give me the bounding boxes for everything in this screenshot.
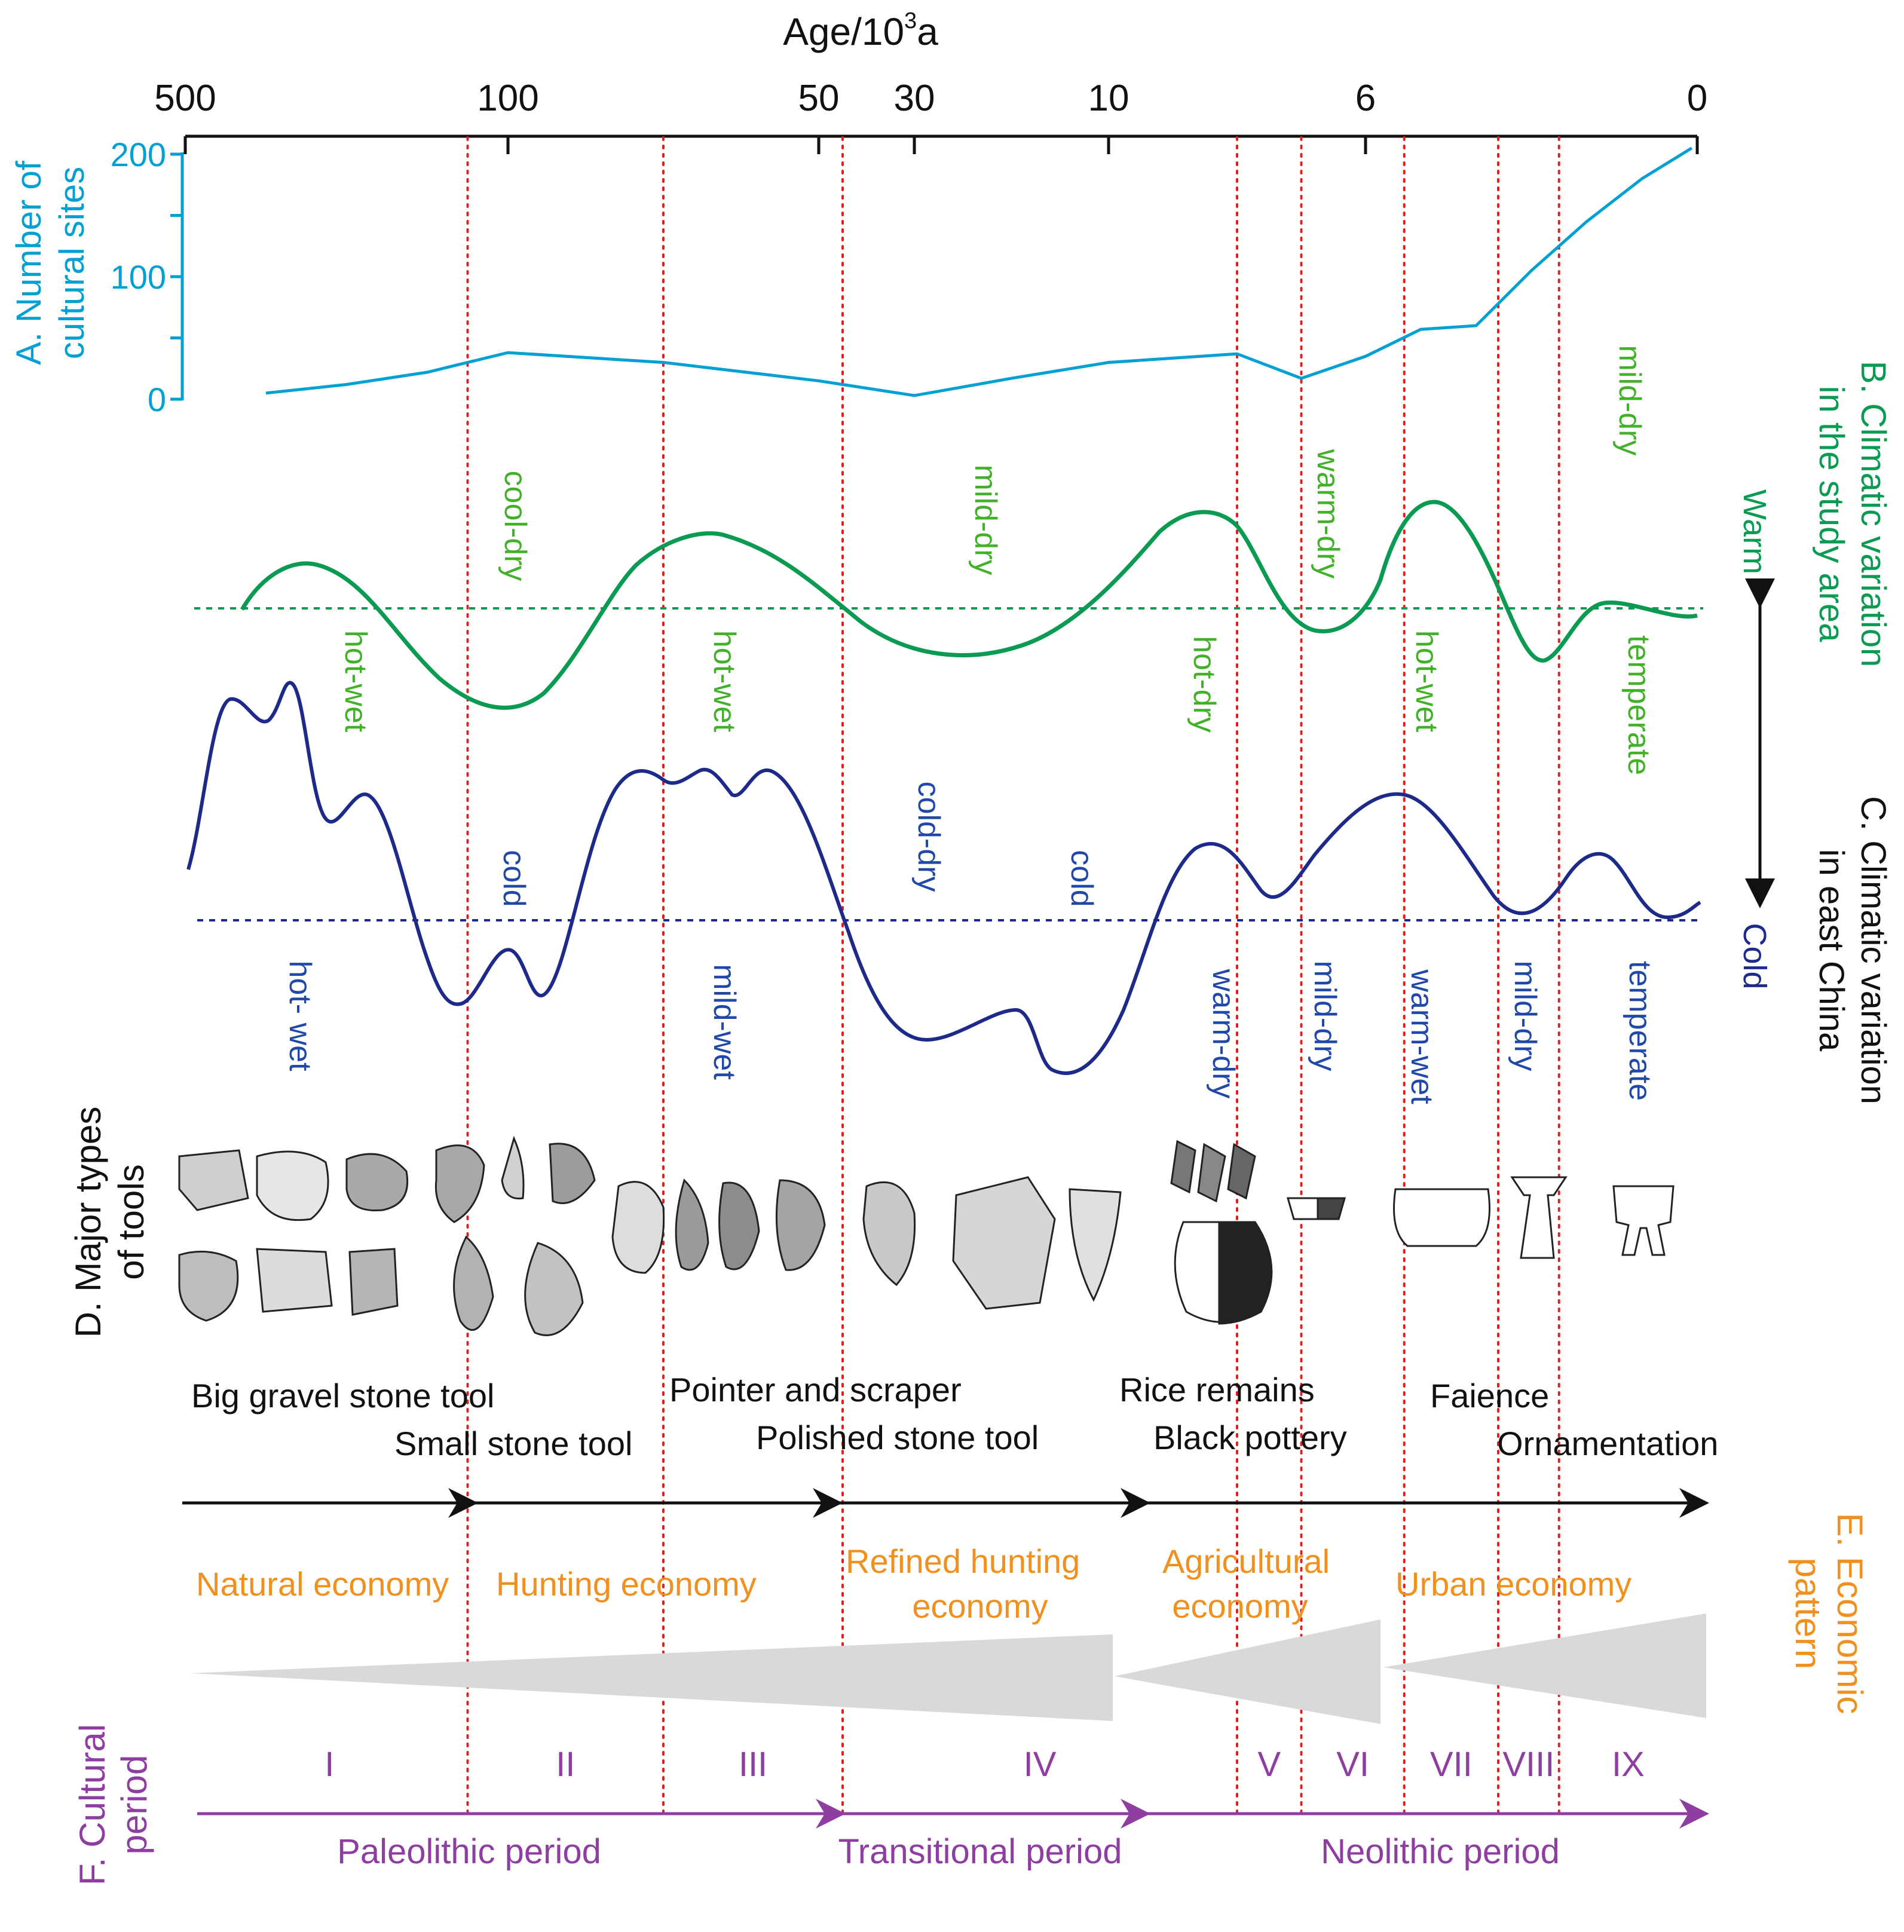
period-numeral-V: V bbox=[1257, 1745, 1281, 1784]
tool-ornamentation: Ornamentation bbox=[1497, 1425, 1718, 1462]
small-stone-tool-icon bbox=[434, 1135, 596, 1336]
panel-c: C. Climatic variation in east China cold… bbox=[186, 681, 1893, 1104]
panel-c-label-temperate: temperate bbox=[1623, 961, 1657, 1101]
panel-a-y-ticks: 200 100 0 bbox=[111, 136, 182, 418]
panel-c-label-cold-1: cold bbox=[497, 850, 531, 907]
warm-cold-axis: Warm Cold bbox=[1737, 489, 1775, 990]
top-tick-label-6: 6 bbox=[1355, 78, 1376, 119]
panel-c-label-hot-wet: hot- wet bbox=[283, 961, 317, 1072]
top-tick-label-10: 10 bbox=[1088, 78, 1129, 119]
panel-b-label-warm-dry: warm-dry bbox=[1311, 449, 1345, 579]
panel-b-label-mild-dry-1: mild-dry bbox=[968, 465, 1003, 575]
tool-faience: Faience bbox=[1430, 1377, 1549, 1414]
period-boundaries bbox=[466, 136, 1560, 1815]
panel-f-title-line2: period bbox=[114, 1755, 154, 1855]
wedge-urban bbox=[1383, 1613, 1706, 1718]
economy-wedges bbox=[191, 1613, 1706, 1724]
period-numeral-II: II bbox=[556, 1745, 575, 1784]
panel-b-climate-curve bbox=[240, 500, 1698, 710]
panel-a-title-line1: A. Number of bbox=[10, 160, 48, 365]
economy-urban: Urban economy bbox=[1395, 1565, 1631, 1603]
top-tick-label-30: 30 bbox=[894, 78, 935, 119]
top-tick-label-500: 500 bbox=[154, 78, 216, 119]
tool-rice-remains: Rice remains bbox=[1119, 1371, 1315, 1409]
tool-pointer-and-scraper: Pointer and scraper bbox=[669, 1371, 962, 1409]
pointer-and-scraper-icon bbox=[611, 1178, 826, 1274]
period-numeral-VIII: VIII bbox=[1502, 1745, 1554, 1784]
period-paleolithic: Paleolithic period bbox=[337, 1832, 601, 1871]
wedge-agricultural bbox=[1115, 1619, 1380, 1724]
panel-f: F. Cultural period I II III IV V VI VII VIII IX … bbox=[72, 1724, 1709, 1885]
panel-a-title-line2: cultural sites bbox=[53, 167, 91, 359]
panel-f-title-line1: F. Cultural bbox=[72, 1724, 112, 1885]
panel-e-title-line2: pattern bbox=[1788, 1558, 1828, 1670]
panel-d-title-line1: D. Major types bbox=[68, 1107, 108, 1338]
panel-c-label-warm-wet: warm-wet bbox=[1404, 969, 1439, 1104]
tool-black-pottery: Black pottery bbox=[1153, 1419, 1347, 1456]
period-numeral-IV: IV bbox=[1024, 1745, 1057, 1784]
top-tick-label-0: 0 bbox=[1687, 78, 1707, 119]
panel-b-label-mild-dry-2: mild-dry bbox=[1612, 345, 1647, 456]
panel-c-climate-curve bbox=[186, 681, 1701, 1075]
economy-hunting: Hunting economy bbox=[496, 1565, 757, 1603]
panel-d-title-line2: of tools bbox=[111, 1164, 151, 1279]
tool-small-stone-tool: Small stone tool bbox=[394, 1425, 632, 1462]
ornamentation-icon bbox=[1510, 1176, 1675, 1259]
panel-b-label-temperate: temperate bbox=[1621, 635, 1656, 775]
panel-b-label-hot-wet-3: hot-wet bbox=[1409, 630, 1444, 733]
panel-e-title-line1: E. Economic bbox=[1830, 1513, 1870, 1714]
economy-natural: Natural economy bbox=[196, 1565, 449, 1603]
tool-big-gravel-stone-tool: Big gravel stone tool bbox=[191, 1377, 494, 1414]
period-neolithic: Neolithic period bbox=[1321, 1832, 1560, 1871]
economy-refined-hunting-line1: Refined hunting bbox=[846, 1542, 1080, 1580]
economy-agricultural-line1: Agricultural bbox=[1162, 1542, 1330, 1580]
panel-b-label-cool-dry: cool-dry bbox=[498, 471, 532, 581]
panel-a-sites-line bbox=[265, 146, 1693, 397]
faience-icon bbox=[1287, 1188, 1490, 1247]
polished-stone-tool-icon bbox=[862, 1176, 1122, 1310]
panel-c-label-cold-dry: cold-dry bbox=[911, 782, 946, 892]
rice-remains-icon bbox=[1170, 1140, 1256, 1203]
big-gravel-stone-tool-icon bbox=[178, 1149, 409, 1322]
top-axis-ticks: 500 100 50 30 10 6 0 bbox=[154, 78, 1707, 154]
panel-c-label-cold-2: cold bbox=[1064, 850, 1099, 907]
economy-agricultural-line2: economy bbox=[1172, 1587, 1308, 1625]
tool-illustrations bbox=[178, 1135, 1675, 1336]
panel-a-tick-label-200: 200 bbox=[111, 136, 166, 173]
panel-c-title-line2: in east China bbox=[1812, 849, 1851, 1052]
panel-b: B. Climatic variation in the study area … bbox=[194, 345, 1893, 775]
panel-b-title-line2: in the study area bbox=[1812, 386, 1851, 643]
panel-c-label-warm-dry: warm-dry bbox=[1206, 969, 1241, 1099]
top-tick-label-100: 100 bbox=[477, 78, 538, 119]
period-numerals: I II III IV V VI VII VIII IX bbox=[325, 1745, 1645, 1784]
period-numeral-IX: IX bbox=[1612, 1745, 1645, 1784]
wedge-pre-agricultural bbox=[191, 1634, 1113, 1721]
panel-d: D. Major types of tools bbox=[68, 1107, 1718, 1518]
tool-polished-stone-tool: Polished stone tool bbox=[756, 1419, 1039, 1456]
warm-label: Warm bbox=[1737, 489, 1773, 574]
panel-c-label-mild-dry-2: mild-dry bbox=[1508, 961, 1542, 1071]
panel-a-tick-label-0: 0 bbox=[148, 381, 166, 418]
panel-a-tick-label-100: 100 bbox=[111, 258, 166, 296]
economy-refined-hunting-line2: economy bbox=[912, 1587, 1048, 1625]
panel-c-title-line1: C. Climatic variation bbox=[1854, 796, 1893, 1104]
panel-c-label-mild-wet: mild-wet bbox=[707, 964, 742, 1080]
black-pottery-icon bbox=[1174, 1221, 1273, 1325]
panel-e: E. Economic pattern Natural economy Hunt… bbox=[191, 1513, 1870, 1724]
panel-b-label-hot-dry: hot-dry bbox=[1187, 636, 1222, 733]
panel-b-title-line1: B. Climatic variation bbox=[1854, 361, 1893, 667]
axis-title: Age/103a bbox=[783, 8, 938, 53]
panel-a: 200 100 0 A. Number of cultural sites bbox=[10, 136, 1693, 418]
period-transitional: Transitional period bbox=[838, 1832, 1122, 1871]
cold-label: Cold bbox=[1737, 923, 1773, 989]
top-tick-label-50: 50 bbox=[798, 78, 840, 119]
panel-c-label-mild-dry-1: mild-dry bbox=[1308, 961, 1342, 1071]
panel-b-label-hot-wet-1: hot-wet bbox=[338, 630, 373, 733]
period-numeral-VI: VI bbox=[1336, 1745, 1369, 1784]
period-numeral-III: III bbox=[739, 1745, 767, 1784]
period-numeral-VII: VII bbox=[1430, 1745, 1473, 1784]
period-numeral-I: I bbox=[325, 1745, 334, 1784]
panel-b-label-hot-wet-2: hot-wet bbox=[707, 630, 742, 733]
